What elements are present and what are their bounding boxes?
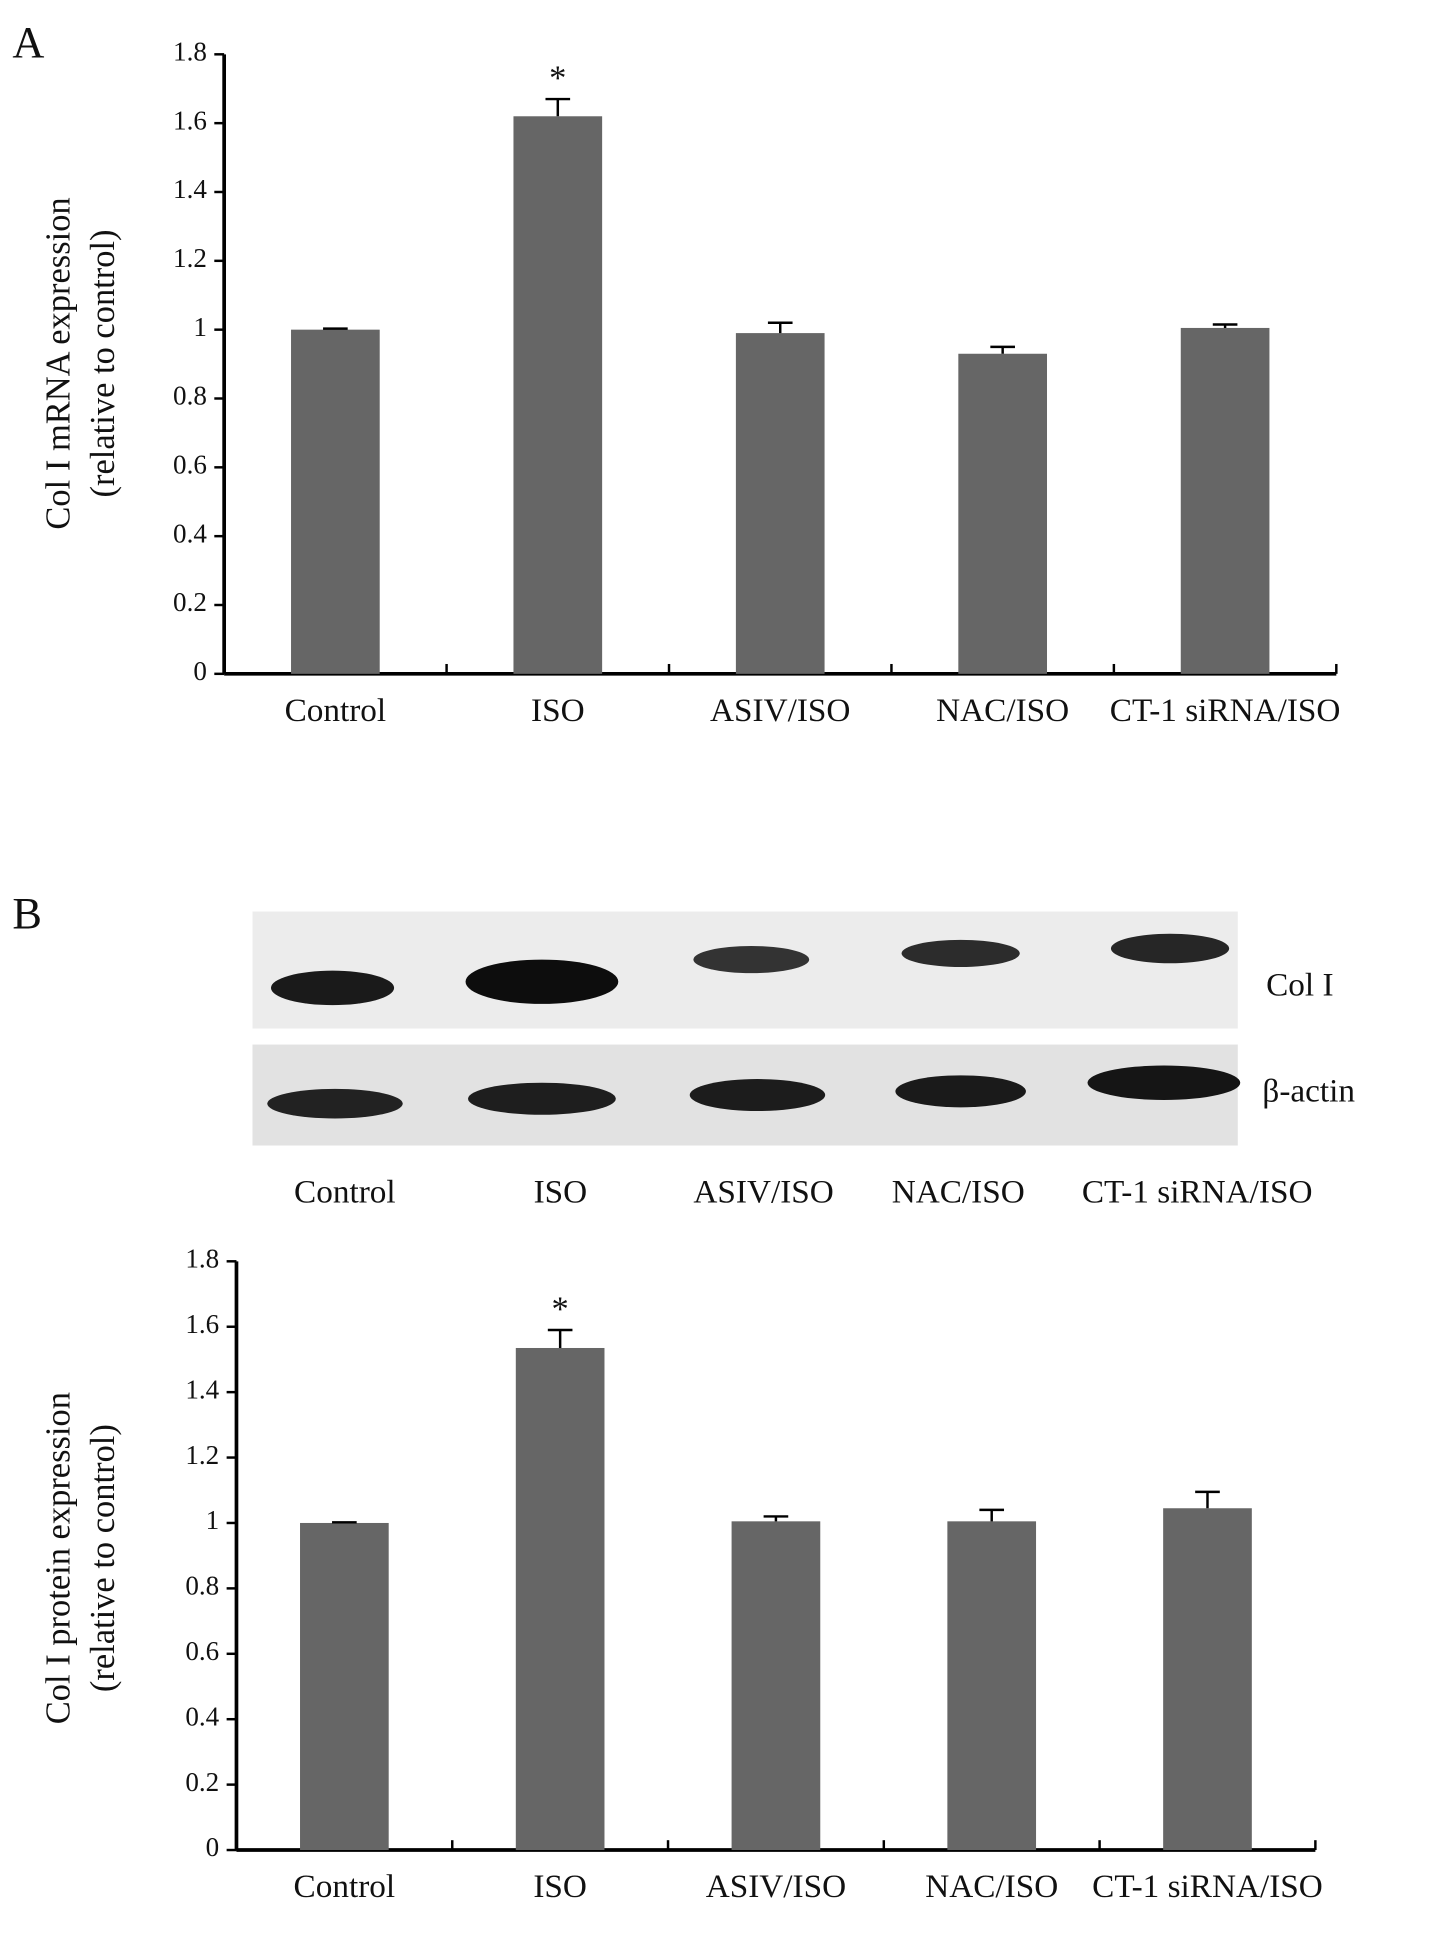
band: [901, 939, 1020, 967]
band: [689, 1079, 826, 1112]
error-bar: [1195, 1490, 1220, 1509]
band: [267, 1088, 403, 1119]
error-bar: [545, 97, 571, 117]
bar: [300, 1522, 389, 1851]
bar: [291, 329, 380, 674]
bar: [731, 1521, 821, 1851]
lane-label: NAC/ISO: [892, 1173, 1025, 1210]
western-blot: Col I β-actin Control ISO ASIV/ISO NAC/I…: [252, 911, 1355, 1210]
error-bar: [323, 327, 348, 330]
y-tick-label: 1.8: [185, 1244, 219, 1274]
y-tick-label: 0.6: [185, 1636, 219, 1666]
error-bar: [990, 345, 1015, 354]
band: [270, 970, 395, 1006]
y-tick-label: 1.2: [185, 1440, 219, 1470]
bar: [735, 333, 825, 674]
y-tick-label: 0.8: [185, 1571, 219, 1601]
y-tick-label: 0.4: [173, 518, 207, 548]
band: [468, 1082, 616, 1115]
error-bar: [763, 1515, 789, 1522]
bar: [1163, 1508, 1252, 1851]
y-tick-label: 1: [206, 1505, 220, 1535]
x-tick-label: CT-1 siRNA/ISO: [1092, 1868, 1323, 1905]
error-bar: [1212, 323, 1238, 328]
annotation: *: [549, 60, 566, 98]
band: [1110, 933, 1230, 964]
band: [693, 946, 810, 974]
y-tick-label: 0: [206, 1832, 220, 1862]
y-tick-label: 0: [193, 656, 207, 686]
x-tick-label: NAC/ISO: [925, 1868, 1058, 1905]
y-tick-label: 1.6: [185, 1309, 219, 1339]
bar: [947, 1521, 1037, 1851]
error-bar: [547, 1328, 573, 1348]
y-tick-label: 0.2: [185, 1767, 219, 1797]
x-tick-label: ASIV/ISO: [706, 1868, 846, 1905]
lane-label: Control: [294, 1173, 396, 1210]
x-tick-label: Control: [285, 692, 387, 729]
bar: [1180, 327, 1270, 674]
y-axis-title: (relative to control): [84, 229, 122, 497]
y-axis-title: Col I mRNA expression: [39, 197, 77, 529]
error-bar: [979, 1508, 1005, 1522]
y-axis-title: Col I protein expression: [39, 1392, 77, 1724]
band: [465, 959, 619, 1004]
panel-label: A: [12, 17, 44, 67]
x-tick-label: NAC/ISO: [936, 692, 1069, 729]
x-tick-label: ISO: [531, 692, 585, 729]
y-tick-label: 0.2: [173, 587, 207, 617]
bar: [513, 116, 603, 674]
y-tick-label: 1.4: [173, 174, 207, 204]
y-tick-label: 1.2: [173, 243, 207, 273]
error-bar: [332, 1521, 357, 1524]
x-tick-label: ASIV/ISO: [710, 692, 850, 729]
y-tick-label: 0.6: [173, 450, 207, 480]
y-tick-label: 0.4: [185, 1701, 219, 1731]
lane-label: ISO: [534, 1173, 588, 1210]
error-bar: [767, 321, 793, 334]
blot-row-label: Col I: [1266, 967, 1333, 1004]
y-tick-label: 1.6: [173, 105, 207, 135]
band: [895, 1075, 1026, 1108]
x-tick-label: CT-1 siRNA/ISO: [1110, 692, 1341, 729]
blot-row-label: β-actin: [1262, 1072, 1355, 1109]
panel-label: B: [12, 888, 42, 938]
bar: [958, 353, 1048, 674]
bar: [515, 1347, 605, 1851]
x-tick-label: ISO: [533, 1868, 587, 1905]
y-tick-label: 1.4: [185, 1374, 219, 1404]
y-tick-label: 1.8: [173, 37, 207, 67]
y-axis-title: (relative to control): [84, 1424, 122, 1692]
y-tick-label: 1: [193, 312, 207, 342]
x-tick-label: Control: [294, 1868, 396, 1905]
lane-label: CT-1 siRNA/ISO: [1082, 1173, 1313, 1210]
lane-label: ASIV/ISO: [693, 1173, 833, 1210]
y-tick-label: 0.8: [173, 381, 207, 411]
annotation: *: [552, 1291, 569, 1329]
band: [1087, 1065, 1241, 1100]
